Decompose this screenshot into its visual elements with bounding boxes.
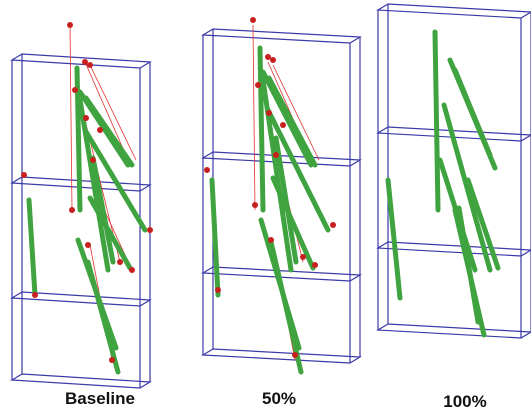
marker — [129, 267, 135, 273]
rod — [455, 70, 490, 155]
thread — [70, 25, 72, 210]
rod — [88, 262, 118, 372]
box-edge — [378, 324, 531, 338]
marker — [255, 82, 261, 88]
panel-label: Baseline — [65, 389, 135, 408]
marker — [273, 152, 279, 158]
marker — [268, 237, 274, 243]
box-edge — [12, 374, 150, 388]
marker — [204, 167, 210, 173]
marker — [97, 127, 103, 133]
marker — [265, 54, 271, 60]
rod — [388, 180, 400, 298]
thread — [273, 65, 319, 160]
marker — [252, 202, 258, 208]
marker — [270, 57, 276, 63]
rod — [29, 200, 35, 295]
rod — [435, 32, 438, 210]
marker — [82, 59, 88, 65]
rod — [440, 160, 475, 270]
marker — [83, 115, 89, 121]
box-edge — [203, 349, 360, 363]
panel-100 — [378, 4, 531, 338]
marker — [85, 242, 91, 248]
marker — [72, 87, 78, 93]
marker — [147, 227, 153, 233]
marker — [117, 259, 123, 265]
marker — [330, 222, 336, 228]
panel-baseline — [12, 22, 153, 388]
figure: Baseline 50% 100% — [0, 0, 531, 415]
marker — [90, 157, 96, 163]
marker — [69, 207, 75, 213]
box-edge — [378, 242, 531, 256]
marker — [21, 172, 27, 178]
marker — [67, 22, 73, 28]
marker — [292, 352, 298, 358]
marker — [250, 17, 256, 23]
panel-50 — [203, 17, 360, 372]
panel-label: 50% — [262, 389, 296, 408]
panel-label: 100% — [443, 392, 486, 411]
thread — [253, 25, 255, 210]
box-edge — [378, 4, 531, 18]
marker — [312, 262, 318, 268]
marker — [266, 110, 272, 116]
rod — [86, 98, 132, 165]
box-edge — [12, 54, 150, 68]
box-edge — [203, 29, 360, 43]
marker — [109, 357, 115, 363]
marker — [87, 62, 93, 68]
marker — [32, 292, 38, 298]
marker — [280, 122, 286, 128]
marker — [300, 254, 306, 260]
marker — [215, 287, 221, 293]
